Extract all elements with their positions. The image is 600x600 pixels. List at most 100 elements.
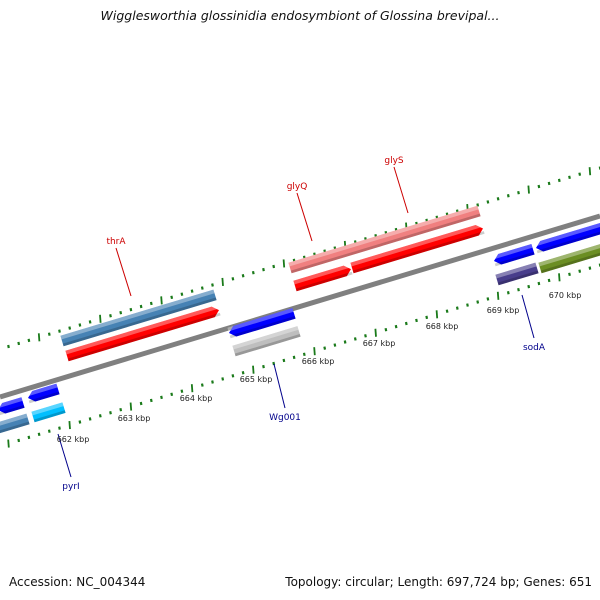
outer-minor-tick — [476, 203, 480, 207]
inner-minor-tick — [58, 426, 61, 430]
right-edge-feature-inner[interactable] — [538, 244, 600, 274]
outer-minor-tick — [517, 190, 520, 195]
left-edge-feature-inner-shadow — [0, 421, 30, 434]
outer-minor-tick — [7, 344, 10, 349]
inner-minor-tick — [506, 291, 510, 295]
inner-minor-tick — [568, 272, 571, 277]
sodA-neighbor-feature-body — [494, 243, 535, 265]
outer-minor-tick — [272, 264, 276, 269]
pyrI-gene-label[interactable]: pyrI — [62, 482, 79, 492]
outer-major-tick — [37, 333, 41, 342]
outer-minor-tick — [231, 277, 235, 281]
inner-minor-tick — [160, 395, 163, 400]
inner-major-tick — [190, 384, 194, 393]
pyrI-feature-shadow — [33, 410, 66, 423]
thrA-feature-highlight — [65, 304, 219, 355]
right-edge-feature-shadow — [536, 230, 600, 254]
thrA-feature-shadow — [67, 312, 221, 362]
glyQ-gene-label[interactable]: glyQ — [287, 182, 308, 192]
outer-minor-tick — [58, 329, 61, 333]
inner-minor-tick — [109, 411, 112, 415]
pyrI-neighbor-feature-shadow — [28, 391, 60, 404]
pyrI-feature[interactable] — [31, 402, 66, 423]
outer-minor-tick — [47, 332, 51, 336]
Wg001-feature[interactable] — [227, 308, 296, 339]
inner-major-tick — [558, 273, 561, 282]
outer-major-tick — [221, 277, 224, 286]
left-edge-feature-inner[interactable] — [0, 413, 30, 434]
outer-minor-tick — [578, 172, 582, 176]
kbp-label-3: 664 kbp — [180, 394, 213, 403]
inner-minor-tick — [415, 318, 418, 323]
outer-minor-tick — [68, 326, 72, 330]
sodA-neighbor-feature[interactable] — [492, 243, 535, 267]
left-edge-feature-highlight — [0, 397, 23, 409]
glyQ-glyS-feature-outer-body — [288, 205, 481, 274]
sodA-callout-line — [521, 294, 535, 339]
genome-backbone — [0, 213, 600, 400]
inner-minor-tick — [323, 346, 327, 350]
glyQ-feature[interactable] — [293, 263, 353, 292]
inner-minor-tick — [119, 407, 123, 412]
inner-minor-tick — [476, 300, 480, 304]
Wg001-feature-inner-body — [232, 326, 301, 357]
kbp-label-9: 670 kbp — [549, 291, 582, 300]
left-edge-feature[interactable] — [0, 397, 25, 416]
right-edge-feature[interactable] — [534, 222, 600, 254]
left-edge-feature-shadow — [0, 405, 25, 416]
sodA-gene-label[interactable]: sodA — [523, 343, 546, 353]
outer-minor-tick — [568, 175, 571, 180]
outer-minor-tick — [109, 314, 112, 318]
inner-minor-tick — [527, 284, 531, 289]
left-edge-feature-inner-highlight — [0, 413, 28, 427]
Wg001-feature-inner[interactable] — [232, 326, 301, 357]
outer-major-tick — [99, 314, 102, 323]
outer-minor-tick — [78, 323, 82, 327]
sodA-neighbor-feature-highlight — [492, 243, 533, 260]
glyS-feature[interactable] — [350, 223, 485, 274]
genome-title: Wigglesworthia glossinidia endosymbiont … — [100, 8, 500, 23]
Wg001-feature-shadow — [229, 316, 296, 339]
inner-minor-tick — [486, 297, 490, 301]
outer-minor-tick — [17, 341, 21, 346]
inner-minor-tick — [517, 287, 520, 292]
thrA-feature[interactable] — [65, 304, 221, 362]
pyrI-neighbor-feature-body — [28, 383, 60, 402]
inner-minor-tick — [149, 398, 153, 403]
genome-stats-label: Topology: circular; Length: 697,724 bp; … — [285, 575, 592, 589]
outer-minor-tick — [251, 270, 255, 275]
outer-minor-tick — [190, 289, 194, 293]
inner-minor-tick — [88, 417, 92, 421]
gene-callouts: thrA glyQ glyS sodA Wg001 pyrI — [57, 156, 546, 492]
glyQ-glyS-feature-outer[interactable] — [288, 205, 481, 274]
Wg001-callout-line — [273, 363, 286, 409]
inner-minor-tick — [364, 334, 367, 338]
inner-minor-tick — [537, 281, 541, 286]
outer-minor-tick — [241, 274, 245, 278]
inner-minor-tick — [445, 309, 449, 313]
inner-minor-tick — [302, 352, 306, 357]
inner-minor-tick — [17, 438, 21, 443]
glyS-gene-label[interactable]: glyS — [384, 156, 404, 166]
right-edge-feature-inner-highlight — [538, 244, 600, 267]
pyrI-neighbor-feature[interactable] — [26, 383, 60, 404]
outer-minor-tick — [149, 301, 153, 306]
inner-minor-tick — [384, 327, 388, 332]
inner-minor-tick — [455, 306, 459, 310]
glyQ-feature-shadow — [295, 271, 353, 292]
kbp-label-7: 668 kbp — [426, 322, 459, 331]
sodA-feature[interactable] — [495, 262, 539, 286]
outer-major-tick — [588, 167, 592, 176]
inner-minor-tick — [262, 364, 265, 369]
outer-minor-tick — [27, 338, 31, 343]
sodA-feature-shadow — [497, 270, 539, 286]
inner-minor-tick — [333, 343, 337, 347]
thrA-gene-label[interactable]: thrA — [106, 237, 126, 247]
thrA-feature-outer[interactable] — [60, 289, 217, 347]
inner-major-tick — [7, 439, 10, 448]
Wg001-gene-label[interactable]: Wg001 — [269, 413, 301, 423]
outer-minor-tick — [557, 178, 561, 183]
inner-minor-tick — [47, 429, 51, 433]
inner-major-tick — [435, 310, 439, 319]
